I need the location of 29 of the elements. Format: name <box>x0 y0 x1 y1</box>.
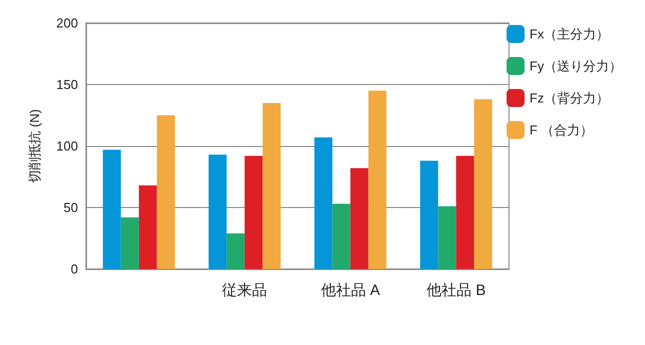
x-tick-label: 他社品 B <box>426 282 486 299</box>
y-tick-label: 50 <box>64 200 78 215</box>
x-tick-label: 従来品 <box>222 282 268 299</box>
bar <box>332 204 350 269</box>
y-tick-label: 100 <box>56 138 78 154</box>
bar <box>138 185 157 269</box>
legend-label: Fx（主分力） <box>530 26 610 42</box>
bar <box>102 150 121 269</box>
y-tick-label: 200 <box>56 16 78 30</box>
bar <box>120 217 139 269</box>
bar <box>226 233 245 269</box>
legend-label: Fy（送り分力） <box>530 58 622 74</box>
legend-label: Fz（背分力） <box>530 90 610 106</box>
y-axis-title: 切削抵抗 (N) <box>27 109 42 183</box>
bar <box>314 137 332 269</box>
bar <box>456 156 474 269</box>
bar <box>474 99 492 269</box>
bar <box>208 154 227 269</box>
y-tick-label: 0 <box>70 262 78 276</box>
bar <box>420 160 438 269</box>
bar <box>156 115 175 269</box>
x-tick-label: 他社品 A <box>320 282 380 299</box>
bar <box>262 102 281 269</box>
bar <box>350 168 368 269</box>
legend-label: F （合力） <box>530 122 594 138</box>
y-tick-label: 150 <box>56 77 78 92</box>
bar <box>438 206 456 269</box>
bar <box>244 156 263 269</box>
bar <box>368 90 386 269</box>
